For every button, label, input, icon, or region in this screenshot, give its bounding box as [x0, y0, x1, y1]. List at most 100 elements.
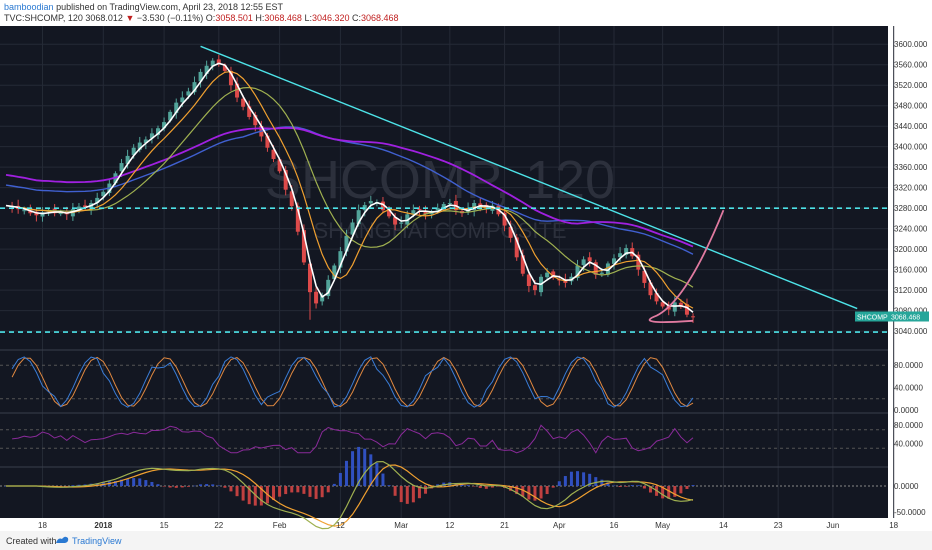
candle: [247, 106, 252, 117]
grid: [0, 26, 895, 518]
macd-histogram-bar: [278, 486, 282, 497]
candle: [423, 210, 428, 215]
candle: [265, 135, 270, 148]
price-axis: 3600.000 3560.000 3520.000 3480.000 3440.000…: [894, 40, 928, 336]
price-change: −3.530 (−0.11%): [136, 13, 204, 23]
candle: [314, 291, 319, 304]
close-value: 3068.468: [361, 13, 399, 23]
low-value: 3046.320: [311, 13, 350, 23]
stoch-tick-label: 40.0000: [894, 384, 923, 393]
candle: [350, 222, 355, 235]
macd-histogram-bar: [636, 485, 640, 486]
macd-histogram-bar: [563, 476, 567, 486]
ma-olive-line: [5, 86, 694, 288]
publish-line: bamboodian published on TradingView.com,…: [4, 2, 283, 13]
macd-histogram-bar: [199, 484, 203, 486]
time-tick-label: 12: [445, 521, 454, 530]
down-arrow-icon: ▼: [125, 13, 135, 23]
candle: [587, 257, 592, 262]
macd-histogram-bar: [551, 486, 555, 488]
macd-histogram-bar: [290, 486, 294, 493]
macd-histogram-bar: [521, 486, 525, 497]
candle: [198, 71, 203, 82]
candle: [338, 251, 343, 268]
macd-histogram-bar: [642, 486, 646, 489]
price-tick-label: 3320.000: [894, 184, 928, 193]
macd-histogram-bar: [229, 486, 233, 492]
price-tick-label: 3080.000: [894, 307, 928, 316]
tradingview-logo-icon: [56, 536, 69, 543]
macd-histogram-bar: [545, 486, 549, 495]
low-label: L:: [304, 13, 312, 23]
price-tick-label: 3520.000: [894, 81, 928, 90]
price-tick-label: 3280.000: [894, 204, 928, 213]
macd-histogram-bar: [405, 486, 409, 504]
macd-histogram-bar: [259, 486, 263, 506]
candle: [368, 200, 373, 204]
macd-histogram-bar: [71, 485, 75, 486]
macd-histogram-bar: [600, 479, 604, 486]
candle: [636, 254, 641, 270]
macd-histogram-bar: [624, 486, 628, 487]
macd-histogram-bar: [180, 486, 184, 488]
price-tick-label: 3120.000: [894, 286, 928, 295]
macd-histogram-bar: [223, 486, 227, 488]
macd-histogram-bar: [496, 486, 500, 487]
candle: [532, 285, 537, 291]
candle: [216, 59, 221, 64]
candle: [393, 217, 398, 225]
price-tick-label: 3160.000: [894, 266, 928, 275]
stoch-d-line: [11, 356, 694, 408]
candle: [380, 201, 385, 211]
macd-histogram-bar: [509, 486, 513, 491]
price-tick-label: 3560.000: [894, 61, 928, 70]
time-tick-label: 16: [610, 521, 619, 530]
candle: [101, 191, 106, 197]
candle: [228, 70, 233, 86]
candle: [429, 212, 434, 215]
time-axis-panel: [0, 518, 888, 531]
macd-histogram-bar: [691, 485, 695, 486]
published-text: published on TradingView.com, April 23, …: [56, 2, 284, 12]
macd-histogram-bar: [326, 486, 330, 493]
time-tick-label: 12: [336, 521, 345, 530]
price-tick-label: 3040.000: [894, 327, 928, 336]
candle: [526, 274, 531, 287]
candle: [593, 262, 598, 275]
candle: [277, 159, 282, 172]
macd-signal-line: [6, 464, 694, 527]
price-tick-label: 3400.000: [894, 143, 928, 152]
candle: [447, 203, 452, 205]
macd-histogram-bar: [533, 486, 537, 501]
macd-histogram-bar: [126, 478, 130, 486]
macd-histogram-bar: [296, 486, 300, 493]
price-axis-panel: [888, 26, 932, 531]
author-link[interactable]: bamboodian: [4, 2, 54, 12]
macd-histogram-bar: [606, 482, 610, 486]
macd-histogram-bar: [120, 479, 124, 486]
symbol-label: TVC:SHCOMP, 120: [4, 13, 83, 23]
candle: [301, 230, 306, 263]
macd-histogram-bar: [369, 454, 373, 486]
macd-histogram-bar: [132, 478, 136, 486]
macd-histogram-bar: [168, 486, 172, 488]
tradingview-brand[interactable]: TradingView: [72, 536, 122, 546]
macd-histogram-bar: [351, 451, 355, 486]
candle: [441, 204, 446, 210]
candle: [137, 142, 142, 150]
macd-histogram-bar: [314, 486, 318, 499]
projection-curve: [648, 209, 725, 323]
plot-background: [0, 26, 888, 518]
macd-histogram-bar: [302, 486, 306, 494]
candle: [131, 147, 136, 156]
candle: [119, 163, 124, 172]
macd-histogram-bar: [144, 480, 148, 486]
macd-line: [6, 460, 694, 530]
candle: [502, 212, 507, 226]
macd-histogram-bar: [417, 486, 421, 499]
macd-histogram-bar: [387, 485, 391, 486]
candle: [162, 122, 167, 129]
macd-histogram-bar: [338, 472, 342, 486]
macd-histogram-bar: [436, 484, 440, 486]
